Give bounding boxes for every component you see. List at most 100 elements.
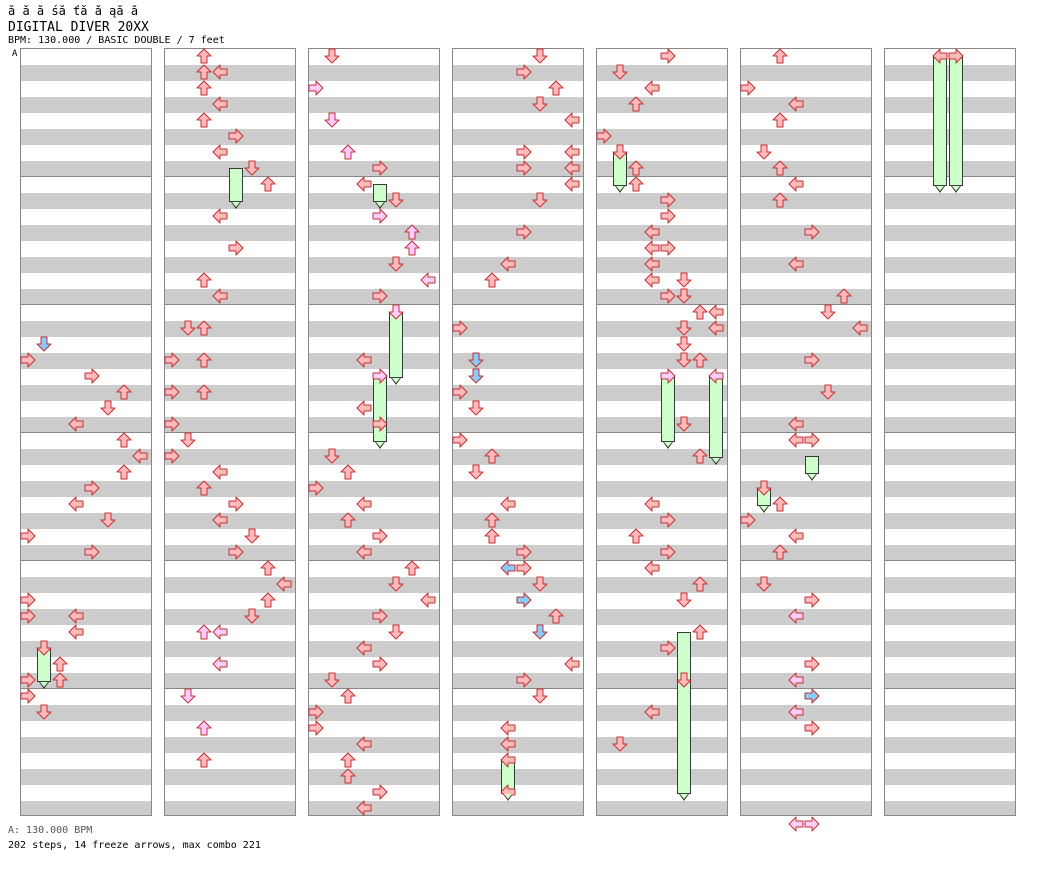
measure-line xyxy=(453,560,583,561)
beat-stripe xyxy=(309,65,439,81)
beat-stripe xyxy=(741,321,871,337)
beat-stripe xyxy=(165,513,295,529)
step-arrow-down-icon xyxy=(612,64,628,80)
step-arrow-left-icon xyxy=(660,368,676,384)
step-arrow-left-icon xyxy=(164,352,180,368)
step-arrow-up-icon xyxy=(772,496,788,512)
step-arrow-down-icon xyxy=(676,288,692,304)
beat-stripe xyxy=(741,481,871,497)
step-arrow-up-icon xyxy=(340,688,356,704)
step-arrow-down-icon xyxy=(388,624,404,640)
step-arrow-left-icon xyxy=(84,544,100,560)
beat-stripe xyxy=(165,289,295,305)
step-arrow-right-icon xyxy=(132,448,148,464)
beat-stripe xyxy=(453,705,583,721)
step-arrow-right-icon xyxy=(68,416,84,432)
step-arrow-right-icon xyxy=(68,624,84,640)
step-arrow-left-icon xyxy=(660,208,676,224)
step-arrow-right-icon xyxy=(644,560,660,576)
freeze-arrow-down xyxy=(389,312,403,385)
measure-line xyxy=(597,560,727,561)
step-arrow-up-icon xyxy=(196,720,212,736)
step-arrow-left-icon xyxy=(372,656,388,672)
step-arrow-right-icon xyxy=(500,496,516,512)
beat-stripe xyxy=(741,417,871,433)
measure-line xyxy=(453,432,583,433)
beat-stripe xyxy=(885,417,1015,433)
step-arrow-up-icon xyxy=(52,656,68,672)
beat-stripe xyxy=(21,769,151,785)
beat-stripe xyxy=(165,321,295,337)
step-arrow-up-icon xyxy=(628,176,644,192)
step-arrow-right-icon xyxy=(212,144,228,160)
step-arrow-right-icon xyxy=(788,256,804,272)
step-arrow-right-icon xyxy=(644,272,660,288)
freeze-arrow-down xyxy=(37,648,51,689)
beat-stripe xyxy=(165,449,295,465)
step-arrow-left-icon xyxy=(372,608,388,624)
beat-stripe xyxy=(21,353,151,369)
header-glyphs: ă ă ă śă ťă ă ąă ă xyxy=(8,4,139,18)
step-arrow-right-icon xyxy=(788,608,804,624)
step-arrow-right-icon xyxy=(212,624,228,640)
beat-stripe xyxy=(885,449,1015,465)
step-arrow-right-icon xyxy=(788,176,804,192)
step-arrow-left-icon xyxy=(660,288,676,304)
beat-stripe xyxy=(309,321,439,337)
step-arrow-up-icon xyxy=(196,320,212,336)
step-arrow-down-icon xyxy=(388,576,404,592)
step-arrow-down-icon xyxy=(468,464,484,480)
beat-stripe xyxy=(453,193,583,209)
step-arrow-down-icon xyxy=(820,384,836,400)
step-arrow-up-icon xyxy=(772,192,788,208)
beat-stripe xyxy=(453,769,583,785)
measure-line xyxy=(165,688,295,689)
step-arrow-left-icon xyxy=(228,240,244,256)
beat-stripe xyxy=(741,129,871,145)
step-arrow-left-icon xyxy=(948,48,964,64)
measure-line xyxy=(741,432,871,433)
step-arrow-down-icon xyxy=(100,512,116,528)
beat-stripe xyxy=(741,257,871,273)
freeze-arrow-left xyxy=(949,56,963,193)
step-arrow-down-icon xyxy=(676,352,692,368)
step-arrow-left-icon xyxy=(20,352,36,368)
step-arrow-right-icon xyxy=(564,160,580,176)
step-arrow-right-icon xyxy=(420,272,436,288)
step-arrow-left-icon xyxy=(516,544,532,560)
step-arrow-right-icon xyxy=(356,176,372,192)
beat-stripe xyxy=(165,609,295,625)
freeze-arrow-right xyxy=(933,56,947,193)
step-arrow-up-icon xyxy=(628,528,644,544)
step-arrow-left-icon xyxy=(452,320,468,336)
step-arrow-right-icon xyxy=(564,656,580,672)
step-arrow-left-icon xyxy=(660,48,676,64)
step-arrow-left-icon xyxy=(804,816,820,832)
step-arrow-left-icon xyxy=(164,416,180,432)
measure-line xyxy=(165,432,295,433)
step-arrow-right-icon xyxy=(644,704,660,720)
beat-stripe xyxy=(453,609,583,625)
beat-stripe xyxy=(453,129,583,145)
beat-stripe xyxy=(309,705,439,721)
measure-line xyxy=(885,560,1015,561)
step-arrow-down-icon xyxy=(532,576,548,592)
beat-stripe xyxy=(741,769,871,785)
step-arrow-up-icon xyxy=(548,80,564,96)
measure-line xyxy=(21,432,151,433)
beat-stripe xyxy=(597,705,727,721)
step-arrow-down-icon xyxy=(676,336,692,352)
beat-stripe xyxy=(885,737,1015,753)
freeze-arrow-left xyxy=(373,376,387,449)
measure-line xyxy=(741,688,871,689)
beat-stripe xyxy=(597,321,727,337)
step-arrow-right-icon xyxy=(68,608,84,624)
step-arrow-down-icon xyxy=(180,432,196,448)
beat-stripe xyxy=(597,257,727,273)
step-arrow-right-icon xyxy=(788,704,804,720)
step-arrow-up-icon xyxy=(116,464,132,480)
step-arrow-left-icon xyxy=(516,64,532,80)
beat-stripe xyxy=(309,801,439,815)
measure-line xyxy=(309,304,439,305)
beat-stripe xyxy=(453,385,583,401)
